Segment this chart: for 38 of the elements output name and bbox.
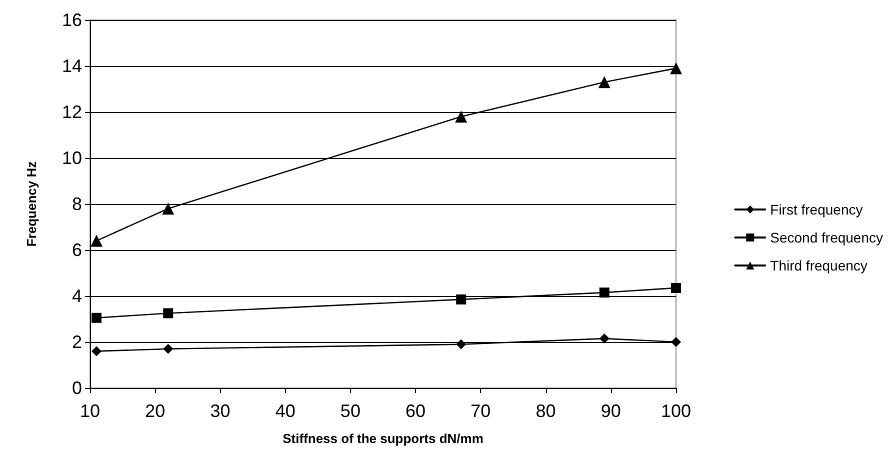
point [599,334,610,344]
y-tick-label: 10 [62,148,82,168]
x-tick-label: 50 [340,401,360,421]
y-tick-label: 2 [72,332,82,352]
y-tick-label: 6 [72,240,82,260]
point [455,110,468,123]
point [671,282,681,293]
y-tick-label: 8 [72,194,82,214]
x-tick-label: 60 [406,401,426,421]
legend-label: Third frequency [770,258,868,274]
y-tick-label: 4 [72,286,82,306]
point [163,344,174,354]
point [92,312,102,323]
legend-label: First frequency [770,202,863,218]
x-tick-label: 90 [600,401,621,421]
legend-label: Second frequency [770,230,884,246]
point [456,294,466,304]
x-tick-label: 40 [275,401,296,421]
x-axis-title: Stiffness of the supports dN/mm [282,431,484,446]
x-tick-label: 70 [470,401,491,421]
x-tick-label: 30 [210,401,230,421]
x-tick-label: 20 [145,401,166,421]
point [163,308,174,318]
point [456,339,466,350]
y-tick-label: 16 [62,10,82,30]
y-tick-label: 0 [72,378,82,398]
point [92,346,102,356]
point [162,202,174,215]
y-axis-title: Frequency Hz [24,160,39,247]
y-tick-label: 12 [62,102,82,122]
point [90,234,103,247]
point [670,62,682,74]
point [599,288,610,298]
x-tick-label: 100 [660,401,692,421]
y-tick-label: 14 [62,56,82,76]
point [598,76,610,88]
point [671,337,681,347]
x-tick-label: 80 [536,401,556,421]
